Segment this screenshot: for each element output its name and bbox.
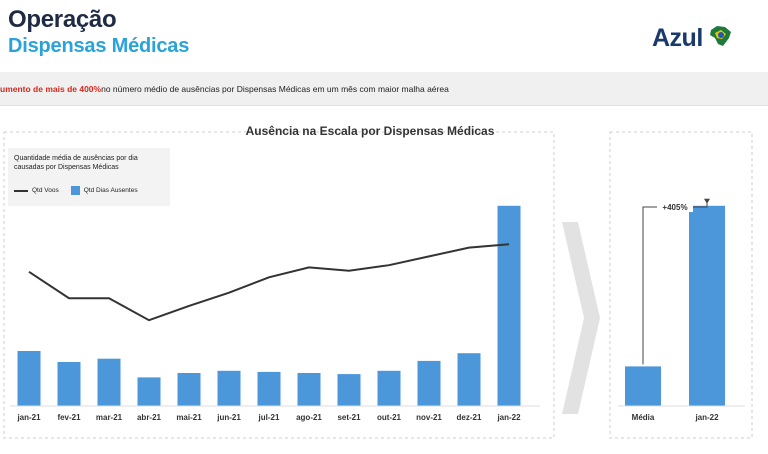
legend-row: Qtd Voos Qtd Dias Ausentes bbox=[14, 186, 138, 195]
bar-out-21 bbox=[377, 370, 401, 406]
cmp-x-tick-label: Média bbox=[632, 413, 655, 422]
x-tick-label: fev-21 bbox=[57, 413, 81, 422]
bar-ago-21 bbox=[297, 373, 321, 406]
x-tick-label: dez-21 bbox=[457, 413, 482, 422]
legend-line-label: Qtd Voos bbox=[32, 187, 59, 194]
cmp-x-tick-label: jan-22 bbox=[694, 413, 719, 422]
x-tick-label: jul-21 bbox=[258, 413, 280, 422]
x-tick-label: mai-21 bbox=[176, 413, 202, 422]
legend-bar-swatch bbox=[70, 186, 80, 195]
chart-title: Ausência na Escala por Dispensas Médicas bbox=[245, 124, 495, 138]
legend-bar-label: Qtd Dias Ausentes bbox=[83, 187, 138, 194]
x-tick-label: set-21 bbox=[337, 413, 361, 422]
highlight-banner: umento de mais de 400% no número médio d… bbox=[0, 72, 768, 106]
main-chart-frame bbox=[3, 131, 555, 439]
legend-box: Quantidade média de ausências por dia ca… bbox=[8, 148, 170, 206]
bar-jan-21 bbox=[17, 351, 41, 406]
legend-caption: Quantidade média de ausências por dia ca… bbox=[14, 155, 138, 171]
growth-annotation: +405% bbox=[662, 203, 687, 212]
arrow-down-icon bbox=[704, 198, 710, 204]
x-tick-label: jun-21 bbox=[216, 413, 241, 422]
x-tick-label: mar-21 bbox=[96, 413, 123, 422]
bar-set-21 bbox=[337, 374, 361, 406]
page-subtitle: Dispensas Médicas bbox=[8, 35, 190, 57]
bar-jun-21 bbox=[217, 370, 241, 406]
x-tick-label: jan-21 bbox=[16, 413, 41, 422]
cmp-bar-Média bbox=[625, 366, 661, 406]
bar-fev-21 bbox=[57, 362, 81, 406]
line-qtd-voos bbox=[28, 243, 510, 322]
banner-text: no número médio de ausências por Dispens… bbox=[101, 83, 449, 94]
x-tick-label: out-21 bbox=[377, 413, 402, 422]
cmp-bar-jan-22 bbox=[689, 205, 725, 406]
x-tick-label: nov-21 bbox=[416, 413, 442, 422]
bar-abr-21 bbox=[137, 377, 161, 406]
azul-logo: Azul bbox=[652, 24, 733, 53]
bar-dez-21 bbox=[457, 353, 481, 406]
logo-text: Azul bbox=[652, 24, 703, 52]
comparison-chart-frame bbox=[609, 131, 753, 439]
bar-nov-21 bbox=[417, 360, 441, 406]
legend-line-swatch bbox=[14, 189, 28, 192]
bar-mar-21 bbox=[97, 358, 121, 406]
x-tick-label: ago-21 bbox=[296, 413, 322, 422]
x-tick-label: abr-21 bbox=[137, 413, 162, 422]
chevron-arrow-icon bbox=[562, 222, 600, 414]
bar-jul-21 bbox=[257, 371, 281, 406]
x-tick-label: jan-22 bbox=[496, 413, 521, 422]
banner-highlight: umento de mais de 400% bbox=[0, 83, 102, 94]
bar-mai-21 bbox=[177, 373, 201, 406]
bar-jan-22 bbox=[497, 205, 521, 406]
annotation-bg bbox=[657, 201, 693, 212]
brazil-map-icon bbox=[707, 24, 733, 53]
page-title: Operação bbox=[8, 6, 117, 33]
